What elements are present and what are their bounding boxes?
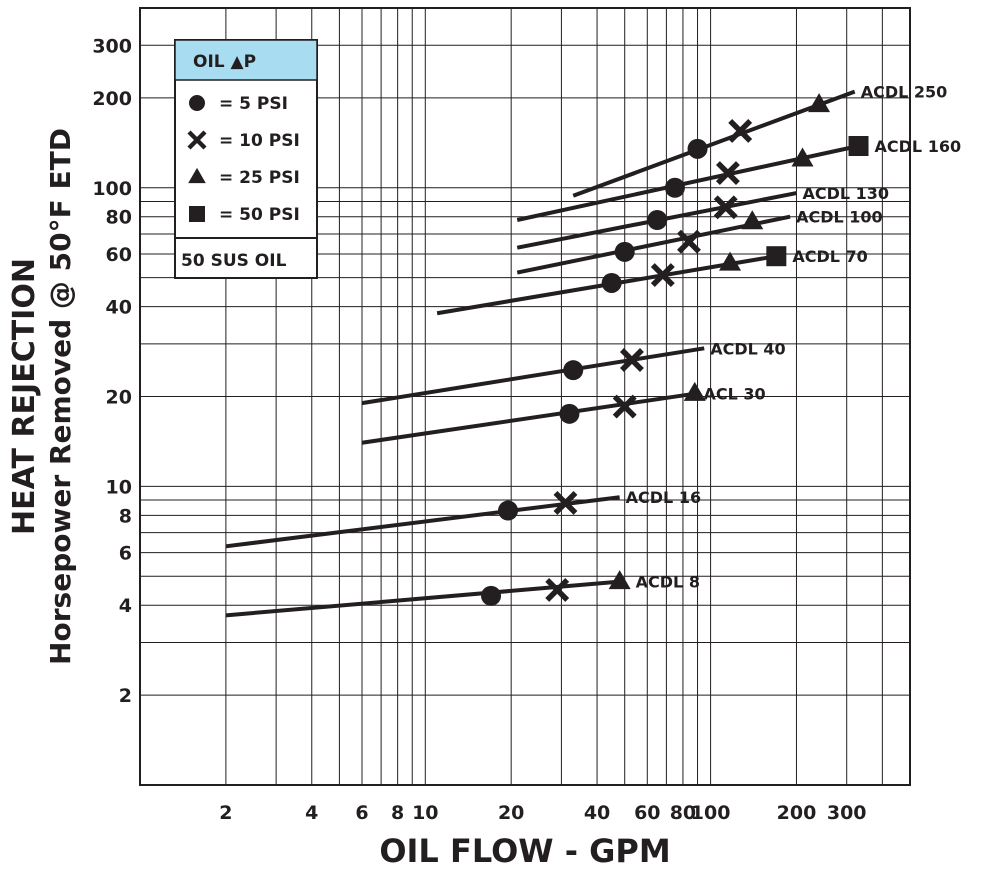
y-tick-label: 40 [106, 297, 132, 319]
x-tick-label: 6 [355, 802, 368, 824]
marker-x [677, 229, 701, 254]
x-tick-label: 300 [827, 802, 867, 824]
series-label-acdl-8: ACDL 8 [636, 573, 700, 592]
marker-x-stroke [553, 491, 578, 515]
x-tick-label: 100 [691, 802, 731, 824]
legend-item-label: = 5 PSI [219, 94, 288, 114]
series-label-acdl-16: ACDL 16 [626, 488, 701, 507]
marker-triangle [608, 570, 631, 590]
marker-x [650, 263, 675, 288]
marker-x-stroke [612, 394, 637, 419]
y-axis-label-primary: HEAT REJECTION [7, 258, 42, 535]
y-tick-label: 300 [92, 35, 132, 57]
legend-item-label: = 50 PSI [219, 205, 300, 225]
series-label-acdl-70: ACDL 70 [792, 247, 867, 266]
y-tick-label: 100 [92, 178, 132, 200]
marker-x-stroke [545, 577, 570, 602]
marker-x [612, 394, 637, 419]
marker-triangle [188, 167, 206, 184]
y-tick-label: 60 [106, 244, 132, 266]
marker-x [713, 195, 738, 220]
marker-square [189, 206, 205, 222]
series-line-acdl-40 [361, 346, 705, 406]
marker-x [715, 161, 740, 186]
legend-header-background [174, 39, 318, 81]
marker-triangle [741, 210, 764, 230]
y-tick-label: 20 [106, 387, 132, 409]
series-line-acdl-250 [572, 89, 856, 198]
marker-x-stroke [619, 348, 644, 372]
marker-x-stroke [713, 195, 738, 220]
y-tick-label: 8 [119, 505, 132, 527]
x-tick-label: 4 [305, 802, 318, 824]
series-labels: ACDL 250 ACDL 160 ACDL 130 ACDL 100 ACDL 70 A… [626, 83, 961, 592]
marker-circle [687, 138, 708, 159]
marker-x-stroke [715, 161, 740, 186]
y-tick-label: 6 [119, 543, 132, 565]
y-tick-label: 80 [106, 207, 132, 229]
y-tick-label: 4 [119, 595, 132, 617]
series-label-acdl-100: ACDL 100 [796, 208, 883, 227]
legend-item-label: = 25 PSI [219, 168, 300, 188]
marker-circle [481, 585, 502, 606]
marker-x-stroke [187, 130, 207, 150]
legend-footer: 50 SUS OIL [181, 251, 287, 271]
marker-x [545, 577, 570, 602]
marker-x [728, 119, 753, 143]
legend-header: OIL ▲P [193, 52, 256, 72]
marker-triangle [791, 147, 814, 167]
x-axis-label: OIL FLOW - GPM [379, 832, 670, 870]
marker-circle [563, 360, 584, 381]
marker-x [619, 348, 644, 372]
x-tick-label: 80 [670, 802, 696, 824]
legend-items: = 5 PSI = 10 PSI = 25 PSI = 50 PSI [187, 94, 300, 225]
marker-x-stroke [677, 229, 701, 254]
marker-triangle [683, 381, 706, 401]
marker-circle [189, 95, 205, 111]
marker-x [187, 130, 207, 150]
legend: OIL ▲P = 5 PSI = 10 PSI = 25 PSI = 50 PSI 5… [174, 39, 318, 279]
series-markers [481, 93, 869, 606]
series-label-acdl-40: ACDL 40 [710, 339, 785, 358]
plot-border [139, 7, 911, 786]
y-axis-label-secondary: Horsepower Removed @ 50°F ETD [44, 128, 77, 665]
marker-circle [498, 500, 519, 521]
marker-triangle [808, 93, 831, 113]
legend-item-label: = 10 PSI [219, 131, 300, 151]
x-tick-label: 2 [219, 802, 232, 824]
x-tick-label: 10 [412, 802, 438, 824]
marker-circle [647, 210, 668, 231]
marker-circle [601, 272, 622, 293]
series-label-acdl-250: ACDL 250 [861, 83, 948, 102]
series-label-acdl-130: ACDL 130 [802, 184, 889, 203]
y-tick-labels: 2 4 6 8 10 20 40 60 80 100 200 300 [92, 35, 132, 707]
x-tick-label: 20 [498, 802, 524, 824]
marker-square [766, 246, 787, 267]
series-line-acl-30 [361, 391, 698, 445]
marker-circle [664, 177, 685, 198]
marker-circle [559, 403, 580, 424]
marker-x-stroke [650, 263, 675, 288]
series-label-acdl-160: ACDL 160 [875, 137, 962, 156]
series-line-acdl-16 [225, 495, 620, 549]
x-tick-label: 8 [391, 802, 404, 824]
y-tick-label: 10 [106, 476, 132, 498]
x-tick-label: 40 [584, 802, 610, 824]
marker-circle [614, 241, 635, 262]
y-tick-label: 200 [92, 88, 132, 110]
marker-x-stroke [728, 119, 753, 143]
marker-x [553, 491, 578, 515]
x-tick-label: 200 [777, 802, 817, 824]
marker-triangle [719, 251, 742, 271]
series-label-acl-30: ACL 30 [704, 384, 766, 403]
x-tick-label: 60 [634, 802, 660, 824]
marker-square [848, 136, 869, 157]
y-tick-label: 2 [119, 685, 132, 707]
